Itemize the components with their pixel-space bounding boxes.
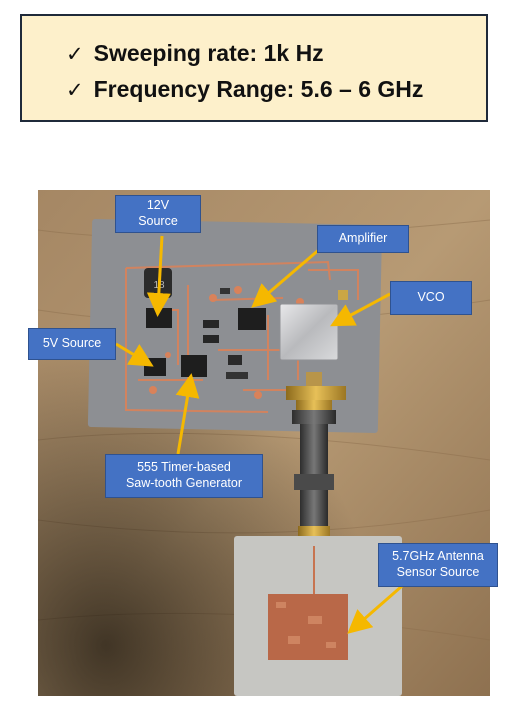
- spec-box: ✓ Sweeping rate: 1k Hz ✓ Frequency Range: …: [20, 14, 488, 122]
- spec-sweep-rate: ✓ Sweeping rate: 1k Hz: [66, 40, 324, 67]
- arrow-timer: [175, 373, 200, 455]
- frequency-range-text: Frequency Range: 5.6 – 6 GHz: [93, 76, 424, 102]
- circuit-photo-drawing: 18: [38, 190, 490, 696]
- arrow-vco: [330, 292, 391, 327]
- label-12v-line1: 12V: [146, 198, 170, 213]
- spec-frequency-range: ✓ Frequency Range: 5.6 – 6 GHz: [66, 76, 423, 103]
- sweep-rate-text: Sweeping rate: 1k Hz: [93, 40, 324, 66]
- arrow-amplifier: [251, 240, 329, 308]
- label-12v-source: 12V Source: [115, 195, 201, 233]
- label-5v-source: 5V Source: [28, 328, 116, 360]
- circuit-photo: 18: [38, 190, 490, 696]
- timer-ic: [181, 355, 207, 377]
- antenna-pcb: [234, 536, 402, 696]
- vco-module: [279, 303, 339, 361]
- label-amplifier-text: Amplifier: [338, 231, 388, 246]
- arrow-5v-source: [115, 342, 154, 367]
- arrow-antenna: [347, 584, 403, 634]
- label-timer-line1: 555 Timer-based: [137, 460, 231, 475]
- label-vco-text: VCO: [417, 290, 445, 305]
- arrow-12v-source: [146, 235, 171, 317]
- label-555-timer: 555 Timer-based Saw-tooth Generator: [105, 454, 263, 498]
- label-vco: VCO: [390, 281, 472, 315]
- checkmark-icon: ✓: [66, 78, 84, 102]
- label-5v-text: 5V Source: [42, 336, 102, 351]
- label-amplifier: Amplifier: [317, 225, 409, 253]
- label-antenna: 5.7GHz Antenna Sensor Source: [378, 543, 498, 587]
- label-timer-line2: Saw-tooth Generator: [125, 476, 243, 490]
- label-antenna-line2: Sensor Source: [396, 565, 480, 579]
- amplifier-ic: [238, 308, 266, 330]
- checkmark-icon: ✓: [66, 42, 84, 66]
- label-antenna-line1: 5.7GHz Antenna: [392, 549, 484, 564]
- callout-arrows: [115, 235, 403, 634]
- label-12v-line2: Source: [138, 214, 178, 228]
